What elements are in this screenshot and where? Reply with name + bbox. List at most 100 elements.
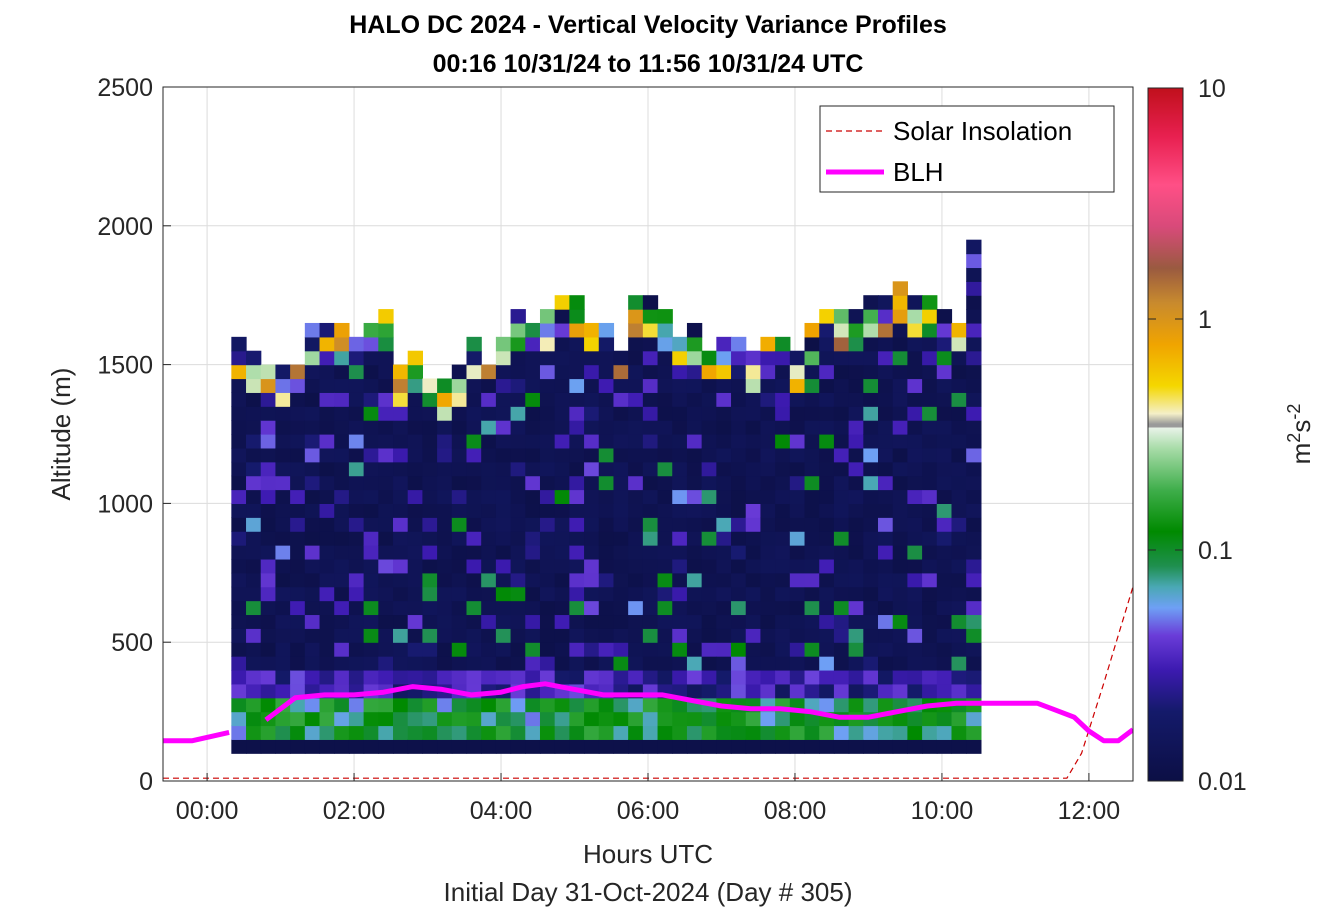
heatmap-cell	[642, 697, 659, 713]
heatmap-cell	[495, 725, 512, 740]
heatmap-cell	[966, 392, 982, 407]
heatmap-cell	[966, 281, 982, 296]
heatmap-cell	[231, 656, 247, 671]
heatmap-cell	[686, 364, 703, 380]
heatmap-cell	[878, 420, 894, 435]
heatmap-cell	[819, 406, 835, 421]
heatmap-cell	[584, 461, 600, 477]
heatmap-cell	[951, 447, 967, 463]
heatmap-cell	[407, 600, 424, 616]
heatmap-cell	[466, 378, 482, 393]
heatmap-cell	[613, 420, 629, 435]
heatmap-cell	[848, 364, 864, 380]
heatmap-cell	[657, 489, 673, 504]
heatmap-cell	[363, 725, 379, 740]
heatmap-cell	[569, 350, 585, 366]
heatmap-cell	[290, 558, 306, 574]
heatmap-cell	[363, 420, 379, 435]
heatmap-cell	[936, 392, 953, 407]
heatmap-cell	[525, 392, 541, 407]
heatmap-cell	[657, 725, 673, 740]
heatmap-cell	[686, 586, 703, 602]
heatmap-cell	[863, 669, 879, 685]
heatmap-cell	[672, 586, 688, 602]
heatmap-cell	[819, 475, 835, 491]
heatmap-cell	[657, 739, 673, 754]
heatmap-cell	[363, 447, 379, 463]
heatmap-cell	[334, 586, 350, 602]
heatmap-cell	[334, 711, 350, 727]
colorbar-tick-label: 1	[1198, 306, 1212, 334]
heatmap-cell	[922, 350, 938, 366]
heatmap-cell	[393, 614, 409, 629]
heatmap-cell	[348, 475, 365, 491]
heatmap-cell	[334, 392, 350, 407]
heatmap-cell	[525, 475, 541, 491]
heatmap-cell	[525, 434, 541, 449]
heatmap-cell	[290, 434, 306, 449]
heatmap-cell	[334, 350, 350, 366]
heatmap-cell	[539, 628, 556, 643]
heatmap-cell	[628, 711, 644, 727]
heatmap-cell	[922, 406, 938, 421]
heatmap-cell	[319, 711, 335, 727]
heatmap-cell	[525, 489, 541, 504]
heatmap-cell	[613, 558, 629, 574]
heatmap-cell	[598, 503, 615, 518]
heatmap-cell	[275, 489, 291, 504]
heatmap-cell	[804, 725, 820, 740]
heatmap-cell	[863, 489, 879, 504]
heatmap-cell	[878, 309, 894, 324]
heatmap-cell	[716, 642, 732, 657]
heatmap-cell	[951, 364, 967, 380]
heatmap-cell	[701, 475, 717, 491]
heatmap-cell	[246, 503, 262, 518]
heatmap-cell	[554, 489, 570, 504]
heatmap-cell	[863, 336, 879, 352]
heatmap-cell	[407, 420, 424, 435]
heatmap-cell	[760, 489, 776, 504]
heatmap-cell	[686, 725, 703, 740]
heatmap-cell	[260, 475, 277, 491]
heatmap-cell	[642, 586, 659, 602]
heatmap-cell	[642, 600, 659, 616]
heatmap-cell	[936, 642, 953, 657]
heatmap-cell	[260, 434, 277, 449]
heatmap-cell	[833, 517, 850, 532]
heatmap-cell	[569, 725, 585, 740]
heatmap-cell	[657, 531, 673, 546]
heatmap-cell	[437, 725, 453, 740]
heatmap-cell	[701, 628, 717, 643]
heatmap-cell	[642, 322, 659, 338]
heatmap-cell	[731, 558, 747, 574]
heatmap-cell	[966, 600, 982, 616]
heatmap-cell	[672, 558, 688, 574]
heatmap-cell	[304, 531, 321, 546]
heatmap-cell	[348, 628, 365, 643]
heatmap-cell	[378, 364, 394, 380]
heatmap-cell	[348, 711, 365, 727]
heatmap-cell	[686, 322, 703, 338]
heatmap-cell	[863, 600, 879, 616]
heatmap-cell	[466, 420, 482, 435]
heatmap-cell	[569, 322, 585, 338]
heatmap-cell	[760, 656, 776, 671]
heatmap-cell	[510, 669, 526, 685]
heatmap-cell	[363, 364, 379, 380]
heatmap-cell	[451, 531, 468, 546]
heatmap-cell	[922, 545, 938, 560]
heatmap-cell	[525, 350, 541, 366]
heatmap-cell	[657, 586, 673, 602]
heatmap-cell	[642, 711, 659, 727]
heatmap-cell	[819, 572, 835, 588]
heatmap-cell	[819, 558, 835, 574]
heatmap-cell	[716, 586, 732, 602]
heatmap-cell	[848, 434, 864, 449]
heatmap	[231, 239, 982, 754]
heatmap-cell	[936, 669, 953, 685]
heatmap-cell	[422, 628, 438, 643]
heatmap-cell	[539, 309, 556, 324]
heatmap-cell	[686, 656, 703, 671]
heatmap-cell	[760, 434, 776, 449]
heatmap-cell	[878, 434, 894, 449]
